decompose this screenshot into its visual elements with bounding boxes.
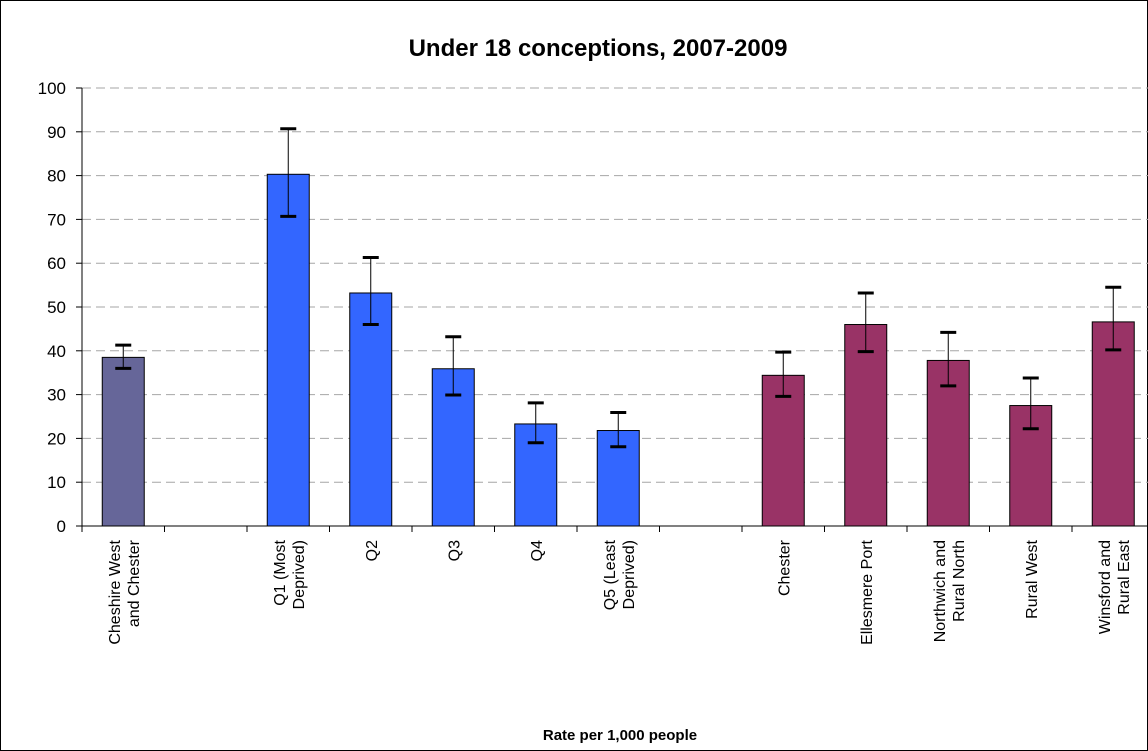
bar [349,292,393,527]
x-tick-label: Rural North [951,540,968,622]
y-tick-labels: 0 10 20 30 40 50 60 70 80 90 100 [38,79,66,536]
x-tick-label: Deprived) [621,540,638,609]
x-tick-label: Q5 (Least [602,539,619,610]
axes [76,87,1148,532]
y-tick-label: 70 [47,210,66,229]
bar [266,173,310,527]
y-tick-label: 40 [47,342,66,361]
x-tick-label: Q1 (Most [272,539,289,605]
x-tick-label: Cheshire West [107,539,124,644]
y-tick-label: 0 [57,517,66,536]
bar [101,356,145,527]
y-tick-label: 30 [47,386,66,405]
x-tick-label: Chester [776,539,793,596]
chart-title: Under 18 conceptions, 2007-2009 [409,35,788,62]
x-tick-label: Q2 [364,540,381,561]
y-tick-label: 60 [47,254,66,273]
bars [101,173,1135,527]
x-tick-label: and Chester [126,539,143,627]
x-tick-label: Ellesmere Port [859,539,876,644]
x-tick-label: Rural West [1024,539,1041,618]
gridlines [82,87,1148,483]
y-tick-label: 80 [47,167,66,186]
bar [926,359,970,527]
y-tick-label: 20 [47,429,66,448]
x-tick-label: Q3 [446,540,463,561]
y-tick-label: 50 [47,298,66,317]
bar [844,324,888,527]
x-tick-labels: Cheshire West and Chester Q1 (Most Deprived… [107,539,1133,645]
x-tick-label: Q4 [529,540,546,561]
x-tick-label: Winsford and [1097,540,1114,634]
y-tick-label: 90 [47,123,66,142]
x-tick-label: Rural East [1116,539,1133,614]
x-axis-label: Rate per 1,000 people [543,727,697,744]
bar [1091,321,1135,527]
bar [761,374,805,527]
x-tick-label: Deprived) [291,540,308,609]
error-bars [115,127,1122,449]
x-tick-label: Northwich and [932,540,949,642]
y-tick-label: 100 [38,79,66,98]
y-tick-label: 10 [47,473,66,492]
